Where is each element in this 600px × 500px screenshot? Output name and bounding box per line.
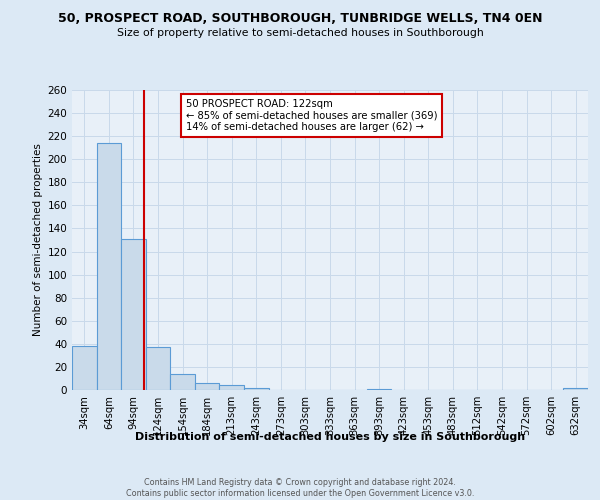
- Bar: [367, 389, 391, 390]
- Text: Distribution of semi-detached houses by size in Southborough: Distribution of semi-detached houses by …: [135, 432, 525, 442]
- Bar: [146, 348, 170, 390]
- Bar: [72, 346, 97, 390]
- Bar: [170, 374, 195, 390]
- Y-axis label: Number of semi-detached properties: Number of semi-detached properties: [33, 144, 43, 336]
- Bar: [244, 388, 269, 390]
- Bar: [121, 239, 146, 390]
- Text: Size of property relative to semi-detached houses in Southborough: Size of property relative to semi-detach…: [116, 28, 484, 38]
- Bar: [220, 386, 244, 390]
- Bar: [563, 388, 588, 390]
- Bar: [97, 143, 121, 390]
- Text: Contains HM Land Registry data © Crown copyright and database right 2024.
Contai: Contains HM Land Registry data © Crown c…: [126, 478, 474, 498]
- Text: 50, PROSPECT ROAD, SOUTHBOROUGH, TUNBRIDGE WELLS, TN4 0EN: 50, PROSPECT ROAD, SOUTHBOROUGH, TUNBRID…: [58, 12, 542, 26]
- Bar: [195, 383, 220, 390]
- Text: 50 PROSPECT ROAD: 122sqm
← 85% of semi-detached houses are smaller (369)
14% of : 50 PROSPECT ROAD: 122sqm ← 85% of semi-d…: [185, 99, 437, 132]
